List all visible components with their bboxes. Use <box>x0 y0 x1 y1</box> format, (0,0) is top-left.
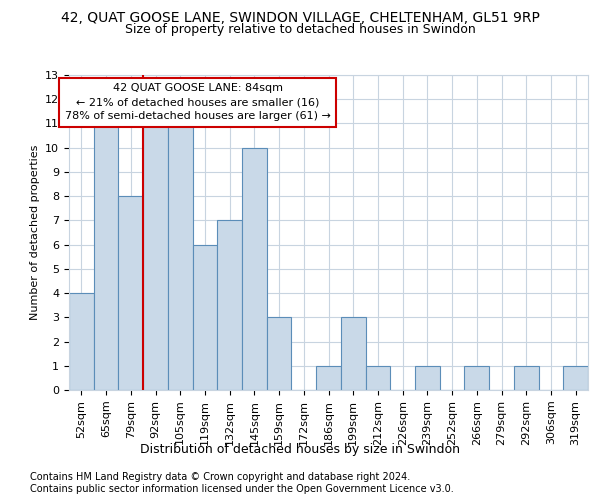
Text: Contains HM Land Registry data © Crown copyright and database right 2024.: Contains HM Land Registry data © Crown c… <box>30 472 410 482</box>
Text: Distribution of detached houses by size in Swindon: Distribution of detached houses by size … <box>140 442 460 456</box>
Text: 42 QUAT GOOSE LANE: 84sqm
← 21% of detached houses are smaller (16)
78% of semi-: 42 QUAT GOOSE LANE: 84sqm ← 21% of detac… <box>65 84 331 122</box>
Bar <box>514 366 539 390</box>
Text: Contains public sector information licensed under the Open Government Licence v3: Contains public sector information licen… <box>30 484 454 494</box>
Bar <box>242 148 267 390</box>
Bar <box>143 124 168 390</box>
Text: 42, QUAT GOOSE LANE, SWINDON VILLAGE, CHELTENHAM, GL51 9RP: 42, QUAT GOOSE LANE, SWINDON VILLAGE, CH… <box>61 11 539 25</box>
Bar <box>193 244 217 390</box>
Bar <box>217 220 242 390</box>
Bar <box>341 318 365 390</box>
Bar <box>69 293 94 390</box>
Bar <box>464 366 489 390</box>
Bar <box>415 366 440 390</box>
Bar <box>118 196 143 390</box>
Y-axis label: Number of detached properties: Number of detached properties <box>29 145 40 320</box>
Bar <box>316 366 341 390</box>
Bar <box>168 124 193 390</box>
Text: Size of property relative to detached houses in Swindon: Size of property relative to detached ho… <box>125 22 475 36</box>
Bar <box>365 366 390 390</box>
Bar <box>94 124 118 390</box>
Bar <box>267 318 292 390</box>
Bar <box>563 366 588 390</box>
